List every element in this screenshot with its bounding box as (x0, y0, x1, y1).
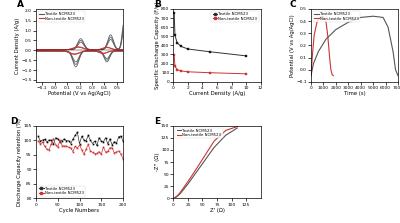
X-axis label: Current Density (A/g): Current Density (A/g) (189, 91, 245, 96)
Legend: Textile NCM523, Non-textile NCM523: Textile NCM523, Non-textile NCM523 (38, 186, 85, 196)
Legend: Textile NCM523, Non-textile NCM523: Textile NCM523, Non-textile NCM523 (211, 11, 258, 22)
Y-axis label: Specific Discharge Capacity (F/g): Specific Discharge Capacity (F/g) (154, 2, 160, 89)
Y-axis label: Discharge Capacity retention (%): Discharge Capacity retention (%) (17, 118, 22, 206)
Y-axis label: Potential (V vs Ag/AgCl): Potential (V vs Ag/AgCl) (290, 14, 295, 77)
Text: B: B (154, 0, 161, 9)
X-axis label: Cycle Numbers: Cycle Numbers (60, 208, 100, 213)
Legend: Textile NCM523, Non-textile NCM523: Textile NCM523, Non-textile NCM523 (313, 11, 360, 22)
X-axis label: Time (s): Time (s) (344, 91, 365, 96)
Text: C: C (289, 0, 296, 9)
Legend: Textile NCM523, Non-textile NCM523: Textile NCM523, Non-textile NCM523 (176, 128, 223, 138)
Text: D: D (10, 117, 17, 126)
X-axis label: Z' (Ω): Z' (Ω) (210, 208, 224, 213)
X-axis label: Potential (V vs Ag/AgCl): Potential (V vs Ag/AgCl) (48, 91, 111, 96)
Y-axis label: -Z'' (Ω): -Z'' (Ω) (154, 153, 160, 171)
Y-axis label: Current Density (A/g): Current Density (A/g) (15, 17, 20, 74)
Text: A: A (17, 0, 24, 9)
Text: E: E (154, 117, 160, 126)
Legend: Textile NCM523, Non-textile NCM523: Textile NCM523, Non-textile NCM523 (38, 11, 85, 22)
